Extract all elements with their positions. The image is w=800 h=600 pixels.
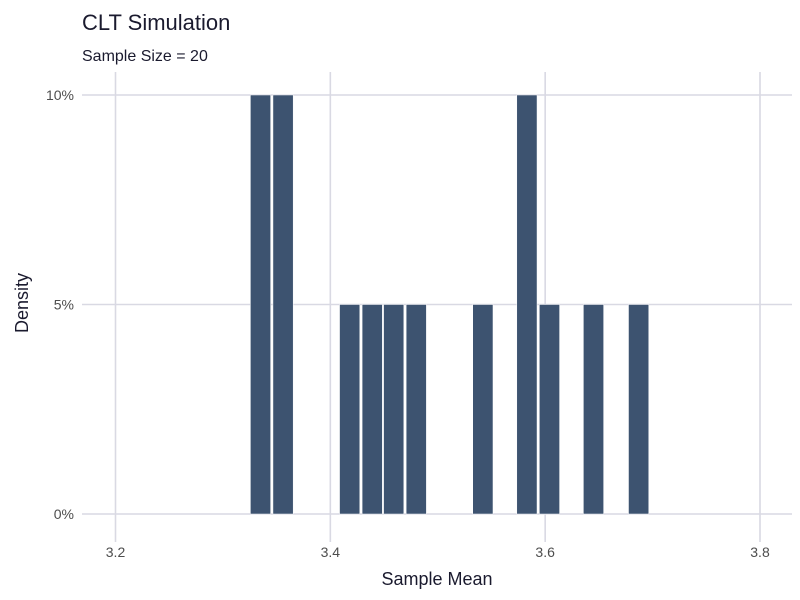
- x-tick-label-2: 3.6: [535, 544, 555, 560]
- histogram-bar-10: [628, 304, 649, 515]
- y-tick-label-0: 0%: [54, 506, 74, 522]
- chart-title: CLT Simulation: [82, 10, 231, 35]
- histogram-bar-2: [339, 304, 361, 515]
- histogram-bar-8: [539, 304, 560, 515]
- y-axis-title: Density: [12, 273, 32, 333]
- tick-labels: 3.2 3.4 3.6 3.8 0% 5% 10%: [46, 87, 770, 560]
- grid-lines: [82, 72, 792, 542]
- histogram-bars: [250, 94, 649, 515]
- y-tick-label-1: 5%: [54, 297, 74, 313]
- x-tick-label-1: 3.4: [321, 544, 341, 560]
- histogram-bar-9: [583, 304, 604, 515]
- histogram-bar-1: [272, 94, 294, 515]
- histogram-bar-3: [361, 304, 383, 515]
- x-tick-label-0: 3.2: [106, 544, 126, 560]
- x-axis-title: Sample Mean: [381, 569, 492, 589]
- histogram-bar-6: [472, 304, 494, 515]
- histogram-bar-5: [405, 304, 427, 515]
- histogram-bar-7: [516, 94, 538, 515]
- chart-subtitle: Sample Size = 20: [82, 48, 208, 65]
- histogram-bar-0: [250, 94, 271, 515]
- y-tick-label-2: 10%: [46, 87, 74, 103]
- histogram-bar-4: [383, 304, 405, 515]
- x-tick-label-3: 3.8: [750, 544, 770, 560]
